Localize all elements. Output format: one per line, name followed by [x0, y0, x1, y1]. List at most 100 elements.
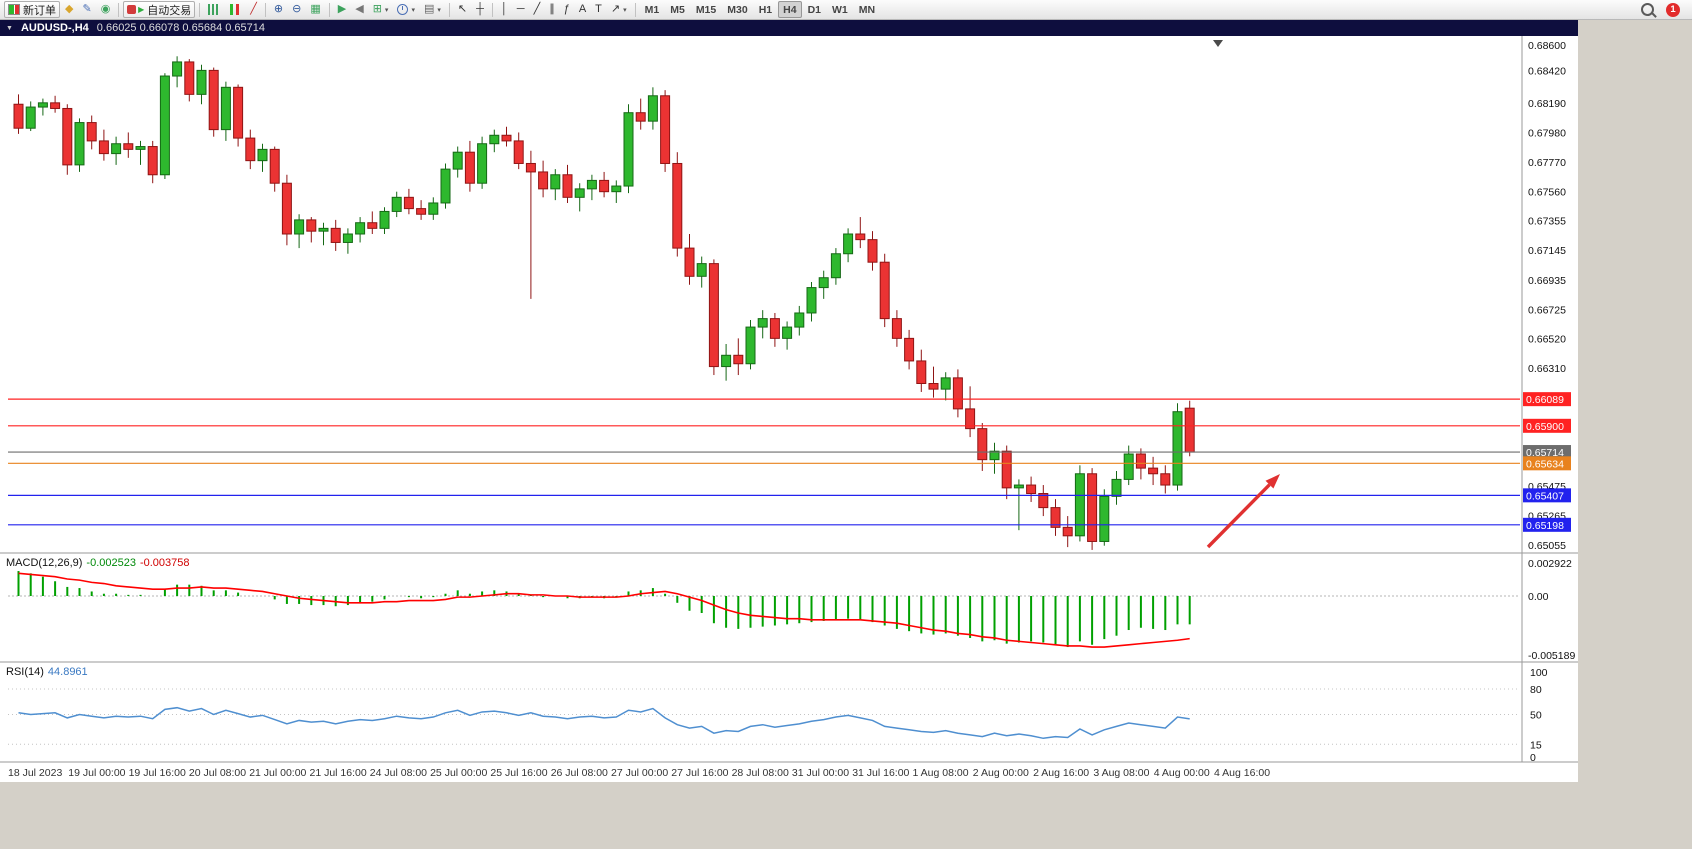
chart-window-titlebar: ▼ AUDUSD-,H4 0.66025 0.66078 0.65684 0.6… [0, 20, 1578, 36]
bar-chart-button[interactable] [204, 1, 224, 18]
time-axis-label: 1 Aug 08:00 [913, 767, 969, 779]
price-axis-label: 0.68600 [1528, 40, 1566, 52]
trendline-button[interactable]: ╱ [530, 1, 545, 18]
new-order-button[interactable]: 新订单 [4, 1, 60, 18]
time-axis-label: 4 Aug 16:00 [1214, 767, 1270, 779]
symbol-dropdown-icon[interactable]: ▼ [6, 24, 13, 32]
price-axis: 0.68600 0.68420 0.68190 0.67980 0.67770 0.675… [1528, 40, 1566, 552]
text-icon: A [578, 3, 587, 15]
timeframe-d1-button[interactable]: D1 [803, 1, 826, 18]
arrows-dropdown-icon[interactable]: ▾ [623, 6, 627, 14]
new-chart-dropdown-icon[interactable]: ▾ [384, 6, 389, 14]
zoom-in-button[interactable]: ⊕ [270, 1, 287, 18]
rsi-line [18, 706, 1190, 740]
price-axis-label: 0.67560 [1528, 187, 1566, 199]
macd-main-value: -0.002523 [86, 557, 136, 569]
timeframe-h1-button[interactable]: H1 [754, 1, 777, 18]
price-tag-label: 0.65198 [1526, 520, 1564, 532]
text-button[interactable]: A [575, 1, 590, 18]
toolbar-items: 新订单◆✎◉自动交易╱⊕⊖▦▶◀⊞▾▾▤▾↖┼│─╱∥ƒAT↗▾ [4, 1, 639, 18]
new-chart-icon: ⊞ [372, 3, 382, 15]
horizontal-line-button[interactable]: ─ [513, 1, 529, 18]
auto-trading-button[interactable]: 自动交易 [123, 1, 196, 18]
rsi-name: RSI(14) [6, 666, 44, 678]
timeframe-m1-button[interactable]: M1 [640, 1, 665, 18]
price-axis-label: 0.66725 [1528, 304, 1566, 316]
macd-name: MACD(12,26,9) [6, 557, 83, 569]
tile-windows-icon: ▦ [310, 3, 321, 15]
template-icon: ▤ [423, 3, 435, 15]
timeframe-m15-button[interactable]: M15 [691, 1, 721, 18]
timeframe-m30-button[interactable]: M30 [722, 1, 752, 18]
price-axis-label: 0.66520 [1528, 333, 1566, 345]
horizontal-line-icon: ─ [516, 3, 525, 15]
time-axis-label: 27 Jul 00:00 [611, 767, 668, 779]
macd-axis-label: 0.002922 [1528, 558, 1572, 570]
vertical-line-button[interactable]: │ [497, 1, 512, 18]
period-button[interactable]: ▾ [393, 1, 419, 18]
refresh-icon: ◉ [100, 3, 111, 15]
toolbar-right: 1 [1641, 2, 1688, 17]
arrows-button[interactable]: ↗ ▾ [607, 1, 631, 18]
period-icon [397, 4, 409, 15]
vertical-line-icon: │ [500, 3, 508, 15]
price-tag-label: 0.66089 [1526, 394, 1564, 406]
price-tag [1523, 517, 1571, 532]
macd-panel-label: MACD(12,26,9) -0.002523 -0.003758 [6, 557, 194, 569]
timeframe-w1-button[interactable]: W1 [827, 1, 853, 18]
chart-shift-marker[interactable] [1213, 40, 1223, 47]
rsi-axis-label: 50 [1530, 710, 1542, 722]
new-chart-button[interactable]: ⊞ ▾ [369, 1, 393, 18]
price-tag [1523, 392, 1571, 407]
period-dropdown-icon[interactable]: ▾ [411, 6, 415, 14]
candlestick-chart-button[interactable] [225, 1, 245, 18]
rsi-axis-label: 15 [1530, 739, 1542, 751]
time-axis-label: 27 Jul 16:00 [671, 767, 728, 779]
cursor-button[interactable]: ↖ [454, 1, 471, 18]
fibonacci-button[interactable]: ƒ [560, 1, 574, 18]
search-icon[interactable] [1641, 3, 1654, 16]
zoom-in-icon: ⊕ [273, 3, 284, 15]
macd-histogram [17, 571, 1191, 648]
time-axis-label: 25 Jul 16:00 [490, 767, 547, 779]
timeframe-mn-button[interactable]: MN [854, 1, 880, 18]
annotation-arrow-head [1265, 474, 1280, 489]
template-dropdown-icon[interactable]: ▾ [437, 6, 441, 14]
notification-badge[interactable]: 1 [1666, 2, 1680, 17]
zoom-out-icon: ⊖ [292, 3, 302, 15]
channel-button[interactable]: ∥ [545, 1, 559, 18]
channel-icon: ∥ [549, 3, 555, 15]
candlestick-chart-icon [229, 4, 242, 15]
price-tag-label: 0.65900 [1526, 421, 1564, 433]
toolbar-separator [328, 2, 330, 17]
time-axis-label: 18 Jul 2023 [8, 767, 62, 779]
macd-axis-label: -0.005189 [1528, 650, 1575, 662]
time-axis: 18 Jul 2023 19 Jul 00:00 19 Jul 16:00 20 Ju… [8, 767, 1270, 779]
template-button[interactable]: ▤ ▾ [420, 1, 445, 18]
line-chart-button[interactable]: ╱ [246, 1, 261, 18]
timeframe-m5-button[interactable]: M5 [665, 1, 690, 18]
time-axis-label: 31 Jul 00:00 [792, 767, 849, 779]
toolbar-separator [264, 2, 266, 17]
chart-shift-button[interactable]: ◀ [351, 1, 367, 18]
price-axis-label: 0.67355 [1528, 216, 1566, 228]
price-axis-label: 0.65055 [1528, 540, 1566, 552]
text-label-button[interactable]: T [591, 1, 606, 18]
annotation-arrow[interactable] [1206, 483, 1271, 549]
crosshair-button[interactable]: ┼ [472, 1, 488, 18]
market-watch-button[interactable]: ◆ [61, 1, 77, 18]
timeframe-toolbar: M1 M5 M15 M30 H1 H4 D1 W1 MN [640, 1, 880, 18]
tile-windows-button[interactable]: ▦ [306, 1, 324, 18]
metaeditor-button[interactable]: ✎ [78, 1, 95, 18]
auto-scroll-button[interactable]: ▶ [334, 1, 350, 18]
time-axis-label: 4 Aug 00:00 [1154, 767, 1210, 779]
refresh-button[interactable]: ◉ [97, 1, 115, 18]
zoom-out-button[interactable]: ⊖ [288, 1, 305, 18]
time-axis-label: 25 Jul 00:00 [430, 767, 487, 779]
price-axis-label: 0.67980 [1528, 127, 1566, 139]
rsi-panel-label: RSI(14) 44.8961 [6, 666, 92, 678]
price-axis-label: 0.66310 [1528, 363, 1566, 375]
cursor-icon: ↖ [457, 3, 468, 15]
timeframe-h4-button[interactable]: H4 [778, 1, 802, 18]
